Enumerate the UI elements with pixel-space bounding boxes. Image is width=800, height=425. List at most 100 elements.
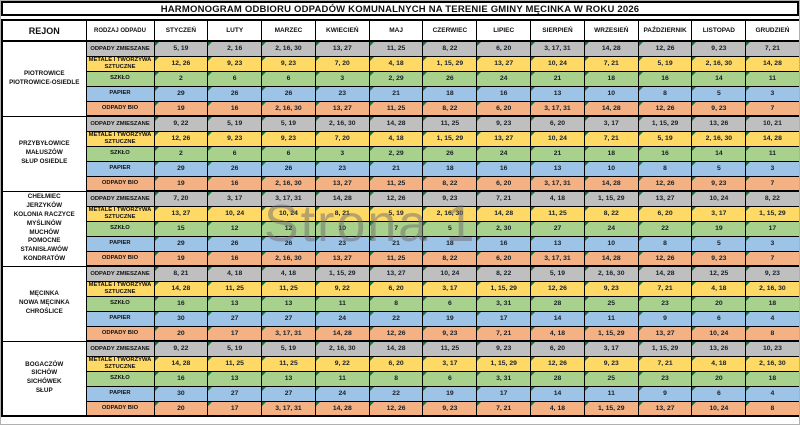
schedule-cell: 10, 24: [691, 190, 747, 207]
schedule-cell: 4: [745, 310, 799, 327]
schedule-cell: 9, 23: [422, 190, 478, 207]
region-name-line: JERZYKÓW: [26, 202, 63, 210]
table-row: PAPIER 29 26 26 23 21 18 16 13 10 8 5 3: [2, 85, 799, 102]
schedule-cell: 9, 23: [207, 130, 263, 147]
waste-type-label: ODPADY BIO: [85, 325, 155, 342]
schedule-cell: 14, 28: [368, 340, 424, 357]
schedule-cell: 4, 18: [530, 400, 585, 417]
schedule-cell: 9, 22: [153, 115, 209, 132]
schedule-cell: 7, 21: [583, 55, 639, 72]
region-name-line: PIOTROWICE-OSIEDLE: [9, 78, 80, 86]
schedule-cell: 3: [745, 85, 799, 102]
region-name-cell: CHEŁMIEC JERZYKÓW KOLONIA RACZYCE MYŚLINÓW M…: [1, 190, 87, 267]
table-row: PAPIER 30 27 27 24 22 19 17 14 11 9 6 4: [2, 310, 799, 327]
schedule-cell: 8, 22: [422, 250, 478, 267]
schedule-cell: 13, 27: [314, 40, 370, 57]
schedule-cell: 5, 19: [261, 340, 316, 357]
schedule-cell: 24: [314, 310, 370, 327]
schedule-cell: 21: [368, 235, 424, 252]
schedule-cell: 7, 21: [583, 130, 639, 147]
schedule-cell: 1, 15, 29: [583, 190, 639, 207]
schedule-cell: 9: [637, 310, 693, 327]
schedule-cell: 6, 20: [530, 115, 585, 132]
schedule-cell: 22: [368, 385, 424, 402]
schedule-cell: 13, 27: [637, 190, 693, 207]
schedule-cell: 11, 25: [422, 340, 478, 357]
region-name-line: PIOTROWICE: [23, 69, 65, 77]
schedule-cell: 14, 28: [368, 115, 424, 132]
waste-type-label: PAPIER: [85, 385, 155, 402]
column-header-rodzaj: RODZAJ ODPADU: [85, 19, 155, 42]
table-row: CHEŁMIEC JERZYKÓW KOLONIA RACZYCE MYŚLINÓW M…: [1, 190, 799, 267]
schedule-cell: 3, 17: [691, 205, 747, 222]
schedule-cell: 13, 27: [314, 250, 370, 267]
schedule-cell: 25: [583, 370, 639, 387]
schedule-cell: 5, 19: [530, 265, 585, 282]
table-row: BOGACZÓW SICHÓW SICHÓWEK SŁUP ODPADY ZMIESZA…: [1, 340, 799, 417]
schedule-cell: 14, 28: [314, 190, 370, 207]
schedule-cell: 2, 16, 30: [261, 175, 316, 192]
schedule-cell: 8, 21: [153, 265, 209, 282]
schedule-cell: 11, 25: [368, 100, 424, 117]
schedule-cell: 9, 23: [476, 340, 532, 357]
table-row: METALE I TWORZYWA SZTUCZNE 12, 26 9, 23 9, …: [2, 55, 799, 72]
schedule-cell: 7: [745, 100, 799, 117]
table-row: METALE I TWORZYWA SZTUCZNE 14, 28 11, 25 11…: [2, 355, 799, 372]
schedule-cell: 5: [691, 160, 747, 177]
schedule-cell: 13, 27: [476, 55, 532, 72]
schedule-cell: 2, 16, 30: [583, 265, 639, 282]
schedule-cell: 19: [422, 310, 478, 327]
schedule-cell: 1, 15, 29: [745, 205, 799, 222]
schedule-cell: 6: [422, 370, 478, 387]
schedule-cell: 2, 16, 30: [691, 55, 747, 72]
schedule-cell: 22: [637, 220, 693, 237]
schedule-cell: 17: [476, 310, 532, 327]
schedule-cell: 2, 16, 30: [261, 40, 316, 57]
schedule-cell: 14, 28: [476, 205, 532, 222]
schedule-cell: 12, 26: [530, 280, 585, 297]
schedule-cell: 12, 26: [530, 355, 585, 372]
table-row: SZKŁO 2 6 6 3 2, 29 26 24 21 18 16 14 11: [2, 145, 799, 162]
table-row: PAPIER 30 27 27 24 22 19 17 14 11 9 6 4: [2, 385, 799, 402]
waste-type-label: PAPIER: [85, 85, 155, 102]
schedule-cell: 4, 18: [691, 355, 747, 372]
schedule-cell: 12, 26: [637, 100, 693, 117]
schedule-cell: 12: [261, 220, 316, 237]
waste-type-label: PAPIER: [85, 235, 155, 252]
schedule-cell: 30: [153, 385, 209, 402]
region-name-line: CHEŁMIEC: [27, 193, 61, 201]
table-row: SZKŁO 16 13 13 11 8 6 3, 31 28 25 23 20 18: [2, 370, 799, 387]
schedule-cell: 3, 17, 31: [530, 40, 585, 57]
schedule-cell: 7: [745, 250, 799, 267]
waste-type-label: SZKŁO: [85, 145, 155, 162]
waste-type-label: ODPADY BIO: [85, 100, 155, 117]
schedule-cell: 5, 19: [207, 115, 263, 132]
schedule-cell: 13, 27: [476, 130, 532, 147]
schedule-cell: 4, 18: [530, 325, 585, 342]
schedule-cell: 9, 23: [207, 55, 263, 72]
schedule-cell: 27: [261, 385, 316, 402]
schedule-cell: 20: [691, 370, 747, 387]
schedule-cell: 27: [530, 220, 585, 237]
schedule-cell: 27: [207, 310, 263, 327]
schedule-cell: 1, 15, 29: [314, 265, 370, 282]
schedule-cell: 13: [261, 295, 316, 312]
schedule-cell: 24: [583, 220, 639, 237]
waste-type-label: METALE I TWORZYWA SZTUCZNE: [85, 130, 155, 147]
schedule-cell: 5: [422, 220, 478, 237]
schedule-cell: 1, 15, 29: [583, 325, 639, 342]
schedule-cell: 14: [691, 145, 747, 162]
schedule-cell: 8: [637, 85, 693, 102]
column-header-month: WRZESIEŃ: [583, 19, 639, 42]
schedule-cell: 6: [422, 295, 478, 312]
schedule-cell: 19: [422, 385, 478, 402]
schedule-cell: 9, 23: [422, 325, 478, 342]
waste-type-label: ODPADY ZMIESZANE: [85, 190, 155, 207]
schedule-cell: 2, 16, 30: [745, 355, 799, 372]
schedule-cell: 26: [207, 85, 263, 102]
schedule-cell: 18: [422, 85, 478, 102]
schedule-cell: 3, 17: [422, 280, 478, 297]
schedule-cell: 2, 16, 30: [261, 100, 316, 117]
schedule-cell: 16: [476, 160, 532, 177]
schedule-cell: 26: [261, 235, 316, 252]
